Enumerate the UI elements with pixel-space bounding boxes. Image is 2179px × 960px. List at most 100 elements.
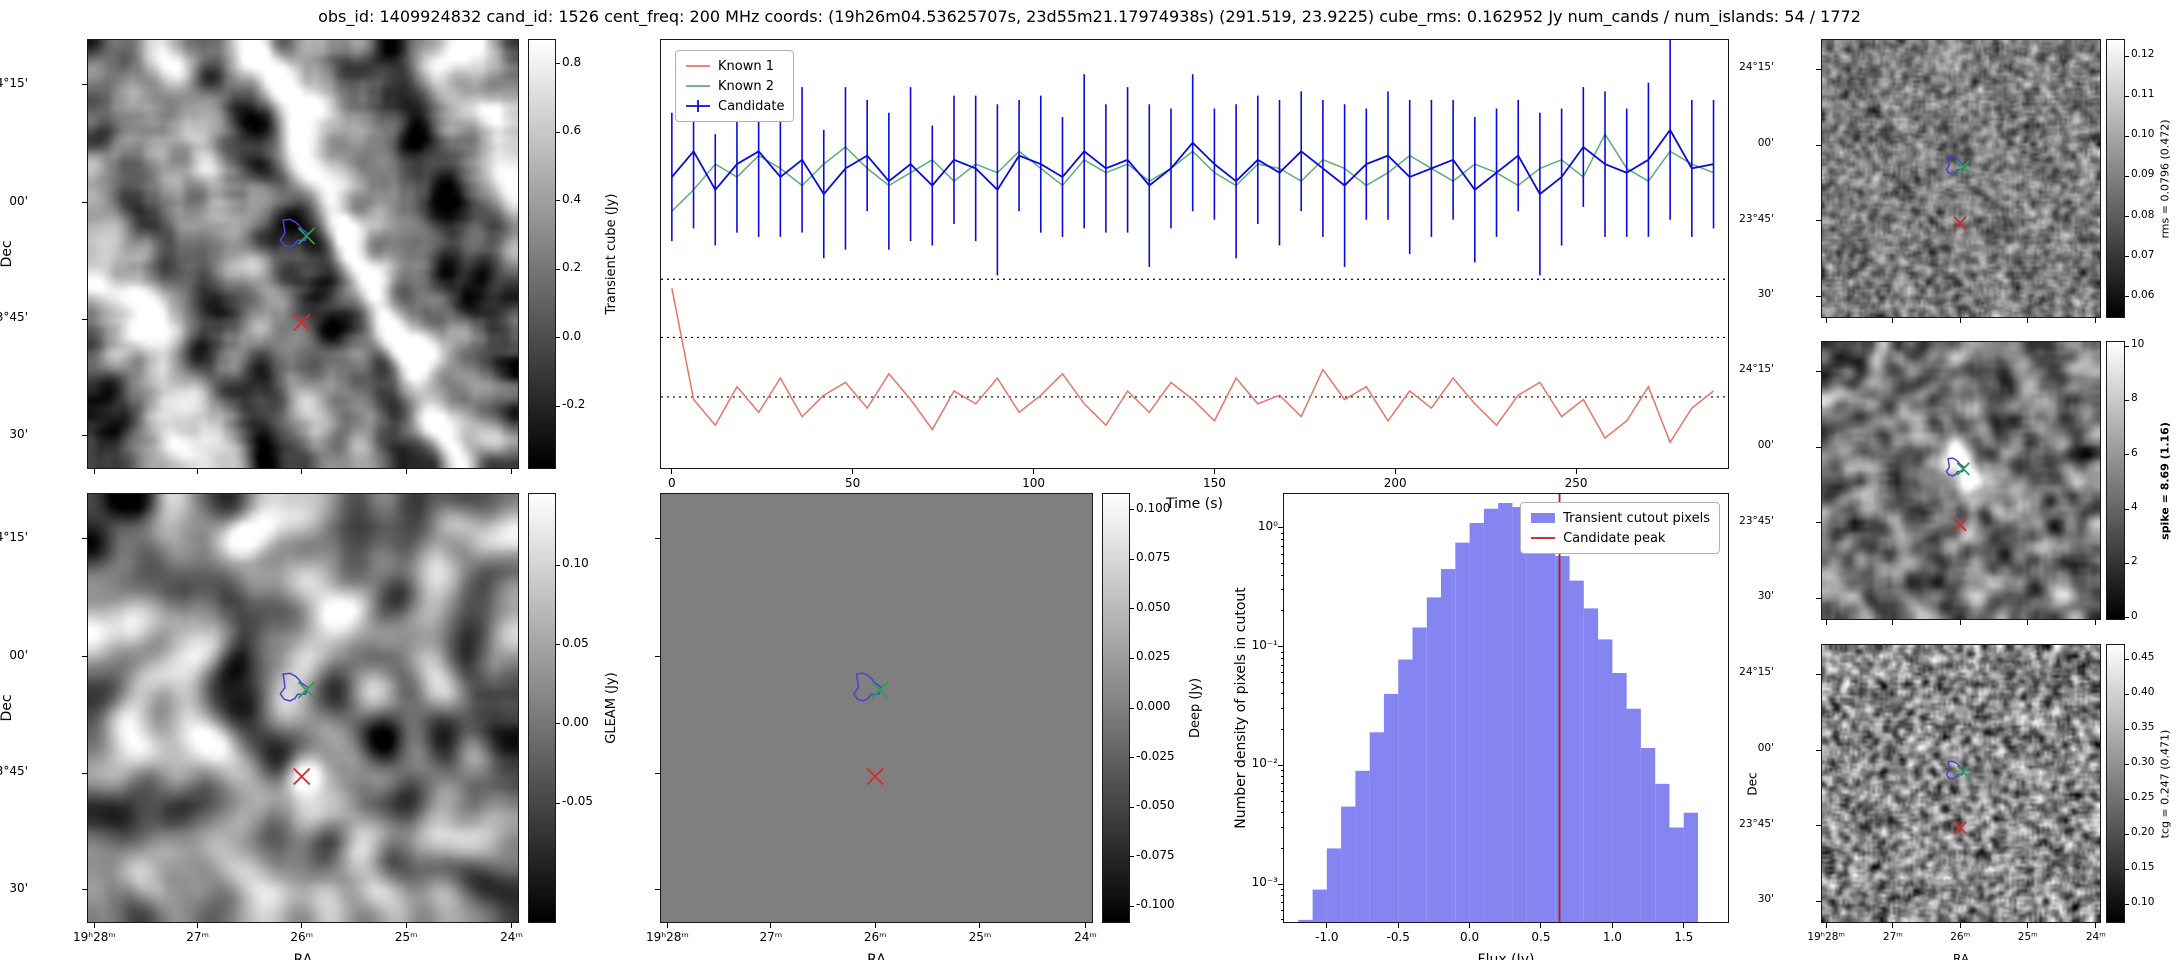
y-minor-tick-mark [1281,651,1284,653]
marker-overlay [852,672,889,786]
colorbar-tick-mark [555,131,560,133]
y-minor-tick-mark [1281,895,1284,897]
x-tick-mark [1683,922,1685,928]
legend-label: Known 2 [718,78,774,94]
y-minor-tick-mark [1281,847,1284,849]
x-tick-mark [671,468,673,474]
colorbar-tick-mark [1129,608,1134,610]
colorbar-tick-mark [2124,256,2129,258]
colorbar [528,39,556,469]
density-axis-label: Number density of pixels in cutout [1233,587,1249,829]
ra-tick-mark [770,922,772,928]
marker-overlay [1945,155,1970,230]
colorbar-tick-label: 0.100 [1136,500,1171,515]
colorbar-tick-mark [2124,135,2129,137]
colorbar [2106,644,2125,923]
ra-tick-mark [93,922,95,928]
reference-source-x-icon [1953,821,1967,835]
x-tick-label: -0.5 [1386,930,1410,944]
colorbar-tick-label: 0.11 [2131,88,2155,101]
dec-tick-label: 30' [1757,590,1774,603]
dec-tick-label: 23°45' [1739,817,1774,830]
colorbar-tick-mark [555,405,560,407]
ra-tick-mark [2027,922,2029,928]
legend-label: Transient cutout pixels [1563,510,1710,526]
histogram-bar [1298,919,1313,922]
ra-tick-label: 26ᵐ [863,930,887,944]
colorbar-tick-label: 0.10 [2131,128,2155,141]
colorbar-tick-mark [2124,658,2129,660]
legend-row: Transient cutout pixels [1530,508,1710,528]
colorbar-label: Transient cube (Jy) [604,193,619,315]
dec-tick-mark [1816,825,1822,827]
colorbar-tick-mark [555,644,560,646]
colorbar-tick-mark [2124,903,2129,905]
ra-tick-mark [1892,619,1894,625]
plot-background [661,40,1728,468]
colorbar-tick-label: 0 [2131,609,2138,622]
panel-rms: 24°15' 00' 23°45' 30' 0.12 0.11 0.10 0.09 0.08 0.… [1739,39,2171,323]
dec-tick-mark [1816,68,1822,70]
dec-tick-mark [82,84,88,86]
colorbar-tick-label: 8 [2131,392,2138,405]
ra-tick-mark [1825,922,1827,928]
y-minor-tick-mark [1281,553,1284,555]
y-minor-tick-mark [1281,729,1284,731]
colorbar-tick-mark [2124,296,2129,298]
colorbar-tick-label: 4 [2131,501,2138,513]
colorbar-tick-mark [1129,905,1134,907]
ra-tick-mark [93,468,95,474]
legend-row: Candidate peak [1530,528,1710,548]
y-minor-tick-mark [1281,812,1284,814]
colorbar [2106,39,2125,318]
dec-tick-mark [82,318,88,320]
ra-tick-mark [1959,619,1961,625]
dec-tick-mark [1816,370,1822,372]
gleam-cutout [87,493,519,923]
candidate-contour [279,218,310,248]
ra-tick-label: 25ᵐ [2017,931,2038,943]
x-tick-label: 50 [845,476,861,490]
ra-tick-label: 26ᵐ [290,930,314,944]
legend-sample-icon [1531,513,1556,523]
ra-tick-mark [197,922,199,928]
legend-row: Known 2 [685,76,784,96]
dec-tick-mark [1816,900,1822,902]
ra-tick-label: 25ᵐ [394,930,418,944]
x-tick-mark [1575,468,1577,474]
ra-tick-label: 27ᵐ [1882,931,1903,943]
ra-tick-label: 26ᵐ [1950,931,1971,943]
ra-tick-mark [1085,922,1087,928]
histogram-bar [1626,708,1641,922]
dec-tick-label: 00' [9,193,28,208]
x-tick-mark [1394,468,1396,474]
x-tick-label: 100 [1022,476,1045,490]
y-minor-tick-mark [1281,657,1284,659]
histogram-bar [1426,597,1442,922]
colorbar-tick-label: 0.10 [2131,896,2155,909]
dec-tick-mark [82,772,88,774]
legend-label: Candidate [718,98,785,114]
colorbar-tick-label: 0.050 [1136,599,1171,614]
panel-transient-cube: 24°15' 00' 23°45' 30' Dec 0.8 0.6 0.4 0.2 0.0 -0.2… [0,39,619,474]
y-minor-tick-mark [1281,538,1284,540]
colorbar-tick-mark [2124,798,2129,800]
ra-tick-mark [1892,922,1894,928]
dec-tick-label: 23°45' [0,764,28,779]
candidate-line [671,128,1714,196]
colorbar-tick-mark [2124,562,2129,564]
colorbar-tick-mark [2124,763,2129,765]
dec-tick-mark [82,538,88,540]
ra-tick-mark [874,922,876,928]
ra-tick-mark [2095,317,2097,323]
histogram-bar [1355,770,1370,922]
colorbar-tick-mark [2124,95,2129,97]
colorbar-tick-label: 0.12 [2131,48,2155,61]
y-minor-tick-mark [1281,783,1284,785]
histogram-legend: Transient cutout pixels Candidate peak [1520,502,1720,554]
dec-tick-mark [655,538,661,540]
ra-tick-mark [979,922,981,928]
colorbar-tick-mark [555,564,560,566]
colorbar-tick-label: -0.075 [1136,847,1175,862]
reference-source-x-icon [293,313,311,332]
